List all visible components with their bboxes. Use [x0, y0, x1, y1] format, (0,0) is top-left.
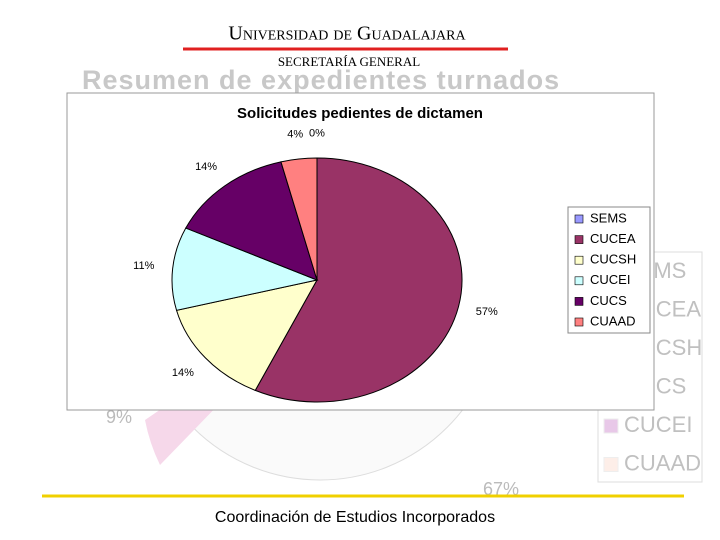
- legend-swatch: [574, 255, 584, 265]
- background-legend-swatch: [603, 457, 619, 472]
- legend-swatch: [574, 235, 584, 244]
- legend-swatch: [574, 317, 584, 327]
- background-title: Resumen de expedientes turnados: [82, 65, 560, 95]
- background-legend-label: CUCEI: [624, 412, 692, 437]
- legend-label: CUCSH: [590, 252, 636, 267]
- data-label: 11%: [133, 260, 154, 272]
- background-legend-swatch: [603, 418, 619, 434]
- legend-box: [567, 206, 651, 334]
- department: SECRETARÍA GENERAL: [278, 54, 420, 69]
- legend-label: CUCEI: [590, 272, 630, 287]
- legend-label: SEMS: [590, 210, 627, 225]
- legend-label: CUCEA: [590, 231, 636, 246]
- pie-slice: [254, 157, 463, 403]
- university: Universidad de Guadalajara: [228, 23, 466, 45]
- pie-slice: [280, 157, 318, 281]
- chart-title: Solicitudes pedientes de dictamen: [237, 105, 483, 122]
- legend-label: CUAAD: [590, 313, 636, 328]
- data-label: 57%: [476, 306, 498, 318]
- pie-slice: [175, 279, 318, 392]
- background-label: 67%: [483, 479, 519, 499]
- pie-slice: [171, 227, 319, 311]
- background-legend-label: CUAAD: [624, 450, 701, 475]
- data-label: 14%: [195, 161, 217, 173]
- legend-swatch: [574, 297, 584, 306]
- legend-swatch: [574, 214, 584, 224]
- data-label: 4%: [287, 129, 303, 141]
- data-label: 14%: [172, 367, 194, 379]
- legend-label: CUCS: [590, 293, 627, 308]
- data-label: 0%: [309, 128, 325, 140]
- footer: Coordinación de Estudios Incorporados: [215, 509, 495, 526]
- pie-slice: [185, 161, 318, 281]
- background-label: 9%: [106, 407, 132, 427]
- legend-swatch: [574, 276, 584, 286]
